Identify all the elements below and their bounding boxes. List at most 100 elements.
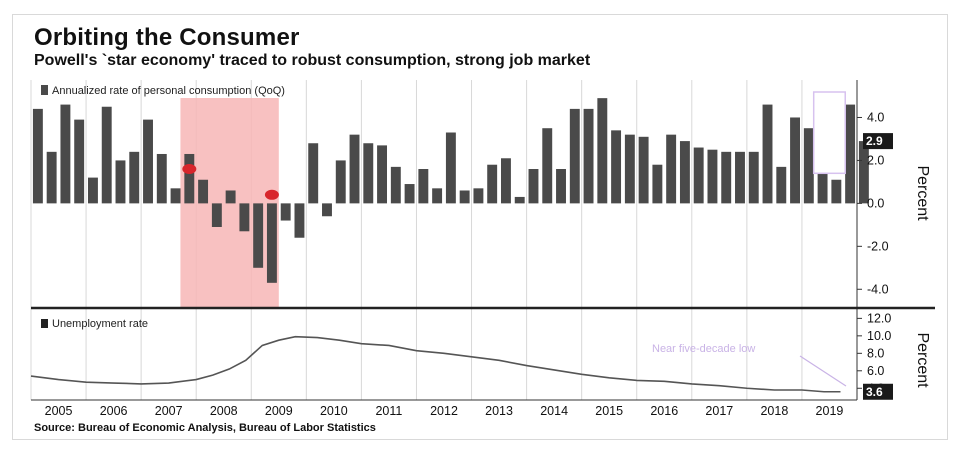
year-label: 2018 [760,404,788,418]
consumption-bar [418,169,429,204]
highlight-box [812,91,846,175]
bar-ytick-label: -2.0 [867,239,889,253]
consumption-bar [556,169,566,204]
year-label: 2006 [100,404,128,418]
consumption-bar [762,104,773,204]
consumption-bar [624,134,635,204]
bar-ytick-label: 2.0 [867,153,884,167]
consumption-bar [776,166,787,204]
consumption-bar [280,203,291,221]
line-axis-title: Percent [914,332,931,388]
consumption-bar [790,117,801,204]
consumption-bar [487,164,498,204]
near-low-annotation: Near five-decade low [652,343,755,355]
year-label: 2014 [540,404,568,418]
consumption-bar [349,134,360,204]
line-ytick-label: 12.0 [867,311,891,325]
consumption-bar [377,145,388,204]
consumption-bar [473,188,484,204]
consumption-bars [32,91,869,283]
year-label: 2007 [155,404,183,418]
consumption-bar [432,188,443,204]
unemployment-line [30,335,841,393]
consumption-bar [322,203,332,217]
consumption-bar [266,203,277,283]
bar-axis-title: Percent [914,165,931,221]
consumption-bar [87,177,98,204]
consumption-bar [638,136,649,204]
consumption-bar [101,106,112,204]
consumption-bar [735,151,745,204]
consumption-bar [858,141,869,204]
unemployment-line-group [30,335,847,393]
consumption-bar [542,128,553,204]
chart-frame [12,14,948,440]
line-legend-swatch [41,319,48,328]
consumption-bar [652,164,663,204]
consumption-bar [666,134,677,204]
chart-subtitle: Powell's `star economy' traced to robust… [34,52,591,69]
year-label: 2019 [816,404,844,418]
line-ytick-label: 8.0 [867,346,884,360]
consumption-bar [693,147,704,204]
consumption-bar [404,184,415,204]
consumption-bar [239,203,250,232]
bar-last-value-badge [863,133,893,150]
bar-legend-label: Annualized rate of personal consumption … [52,85,285,97]
consumption-bar [294,203,305,238]
line-ytick-label: 6.0 [867,364,884,378]
consumption-bar [74,119,85,204]
year-label: 2013 [485,404,513,418]
bar-last-value-label: 2.9 [866,134,883,148]
year-label: 2011 [375,404,402,418]
consumption-bar [129,151,140,204]
consumption-bar [597,98,608,204]
bar-ytick-label: -4.0 [867,282,889,296]
bar-ytick-label: 0.0 [867,196,884,210]
consumption-bar [831,179,842,204]
consumption-bar [583,108,594,204]
line-last-value-badge [863,383,893,400]
year-label: 2012 [430,404,458,418]
year-label: 2008 [210,404,238,418]
consumption-bar [363,143,374,204]
consumption-bar [225,190,236,204]
consumption-bar [721,151,732,204]
line-ytick-label: 10.0 [867,329,891,343]
consumption-bar [32,108,43,204]
recession-marker [264,189,279,200]
consumption-bar [445,132,456,204]
consumption-bar [308,143,319,204]
consumption-bar [211,203,222,227]
consumption-bar [198,179,209,204]
consumption-bar [611,130,622,204]
consumption-bar [817,173,828,204]
consumption-bar [60,104,71,204]
annotation-arrow [799,355,847,387]
labels: Annualized rate of personal consumption … [52,85,931,388]
axes: -4.0-2.00.02.04.02.94.06.08.010.012.03.6… [31,80,935,418]
consumption-bar [514,196,525,204]
consumption-bar [390,166,401,204]
consumption-bar [707,149,718,204]
consumption-bar [569,108,580,204]
year-label: 2005 [45,404,73,418]
consumption-bar [115,160,126,204]
recession-marker [182,164,197,175]
consumption-bar [170,188,181,204]
year-label: 2015 [595,404,623,418]
consumption-bar [335,160,346,204]
consumption-bar [46,151,57,204]
consumption-bar [528,169,539,204]
chart-title: Orbiting the Consumer [34,24,300,51]
line-legend-label: Unemployment rate [52,318,148,330]
bar-ytick-label: 4.0 [867,110,884,124]
consumption-bar [459,190,470,204]
year-label: 2017 [705,404,733,418]
consumption-bar [748,151,759,204]
consumption-bar [845,104,856,204]
consumption-bar [143,119,153,204]
year-label: 2009 [265,404,293,418]
consumption-bar [253,203,264,268]
